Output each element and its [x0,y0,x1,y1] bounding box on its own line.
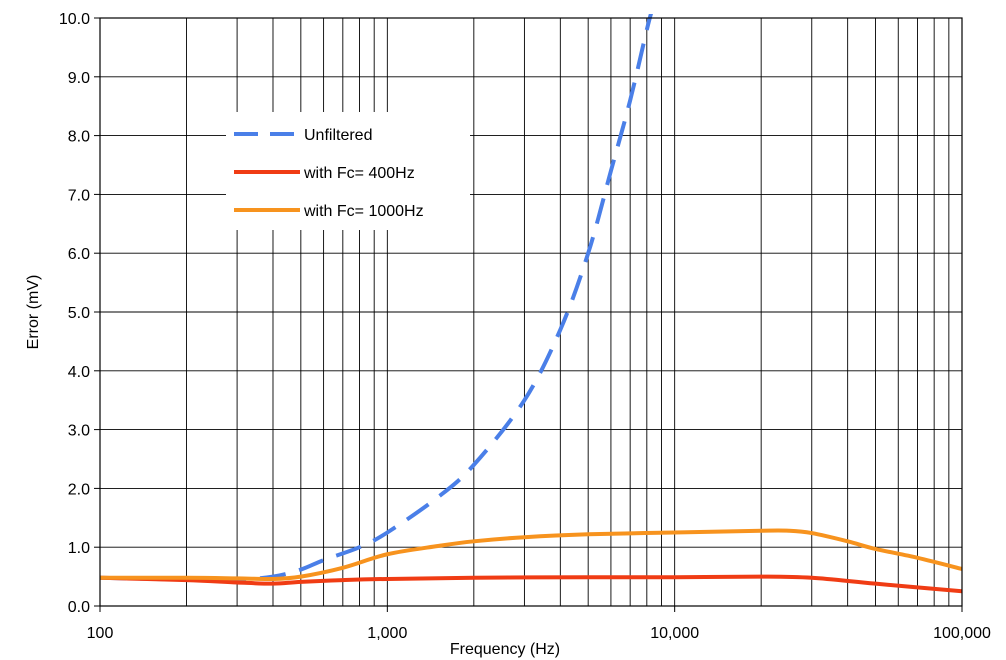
y-axis-title: Error (mV) [25,275,42,350]
series-line-unfiltered [100,14,653,582]
y-tick-label: 0.0 [68,599,90,616]
tick-labels: 0.0 1.0 2.0 3.0 4.0 5.0 6.0 7.0 8.0 9.0 10.0 100 1,0… [59,11,991,642]
series-line-with-fc-400hz [100,574,962,594]
grid [100,18,962,606]
x-axis-title: Frequency (Hz) [450,641,560,658]
y-tick-label: 1.0 [68,540,90,557]
x-tick-label: 100,000 [933,625,991,642]
x-tick-label: 100 [87,625,114,642]
series-line-with-fc-1000hz [100,528,962,582]
y-tick-label: 5.0 [68,305,90,322]
y-tick-label: 9.0 [68,70,90,87]
x-tick-label: 1,000 [367,625,407,642]
legend-label: with Fc= 400Hz [303,165,415,182]
x-tick-label: 10,000 [650,625,699,642]
y-tick-label: 2.0 [68,481,90,498]
y-tick-label: 8.0 [68,129,90,146]
legend: Unfiltered with Fc= 400Hz with Fc= 1000Hz [226,112,470,230]
series-lines [100,14,962,594]
y-tick-label: 6.0 [68,246,90,263]
y-tick-label: 3.0 [68,423,90,440]
y-tick-label: 10.0 [59,11,90,28]
legend-label: Unfiltered [304,127,372,144]
legend-label: with Fc= 1000Hz [303,203,424,220]
y-tick-label: 4.0 [68,364,90,381]
y-tick-label: 7.0 [68,187,90,204]
